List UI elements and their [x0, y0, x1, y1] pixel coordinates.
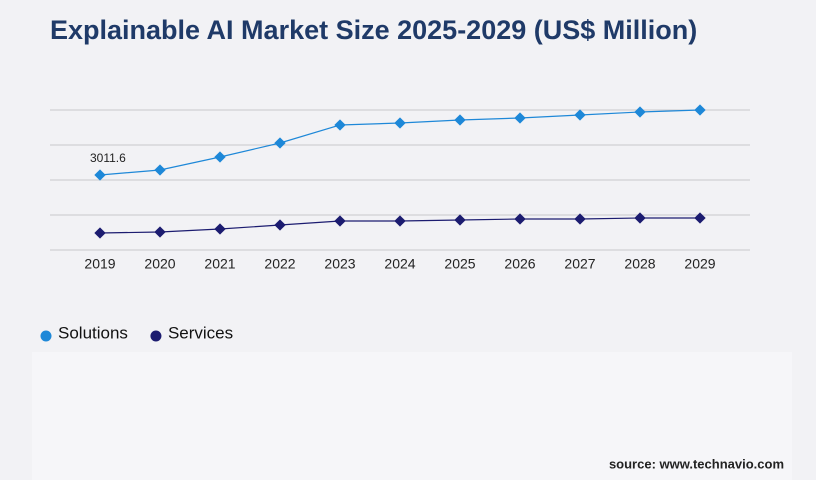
x-tick-label: 2026: [504, 256, 535, 272]
point: [394, 215, 406, 227]
legend-label: Services: [168, 323, 233, 342]
panel: [32, 352, 792, 480]
x-tick-label: 2025: [444, 256, 475, 272]
point: [214, 151, 226, 163]
point: [274, 137, 286, 149]
point: [514, 213, 526, 225]
point: [694, 212, 706, 224]
x-tick-label: 2029: [684, 256, 715, 272]
point: [454, 214, 466, 226]
value-label: 3011.6: [90, 151, 126, 165]
point: [214, 223, 226, 235]
x-tick-label: 2027: [564, 256, 595, 272]
x-tick-label: 2019: [84, 256, 115, 272]
point: [574, 213, 586, 225]
x-tick-label: 2028: [624, 256, 655, 272]
x-tick-label: 2024: [384, 256, 415, 272]
legend-marker: [150, 330, 162, 342]
point: [334, 215, 346, 227]
legend-label: Solutions: [58, 323, 128, 342]
point: [634, 212, 646, 224]
source: source: www.technavio.com: [609, 456, 784, 471]
x-tick-label: 2020: [144, 256, 175, 272]
legend-marker: [40, 330, 52, 342]
x-tick-label: 2023: [324, 256, 355, 272]
point: [154, 226, 166, 238]
point: [274, 219, 286, 231]
x-tick-label: 2021: [204, 256, 235, 272]
point: [154, 164, 166, 176]
x-tick-label: 2022: [264, 256, 295, 272]
chart-title: Explainable AI Market Size 2025-2029 (US…: [50, 15, 697, 45]
